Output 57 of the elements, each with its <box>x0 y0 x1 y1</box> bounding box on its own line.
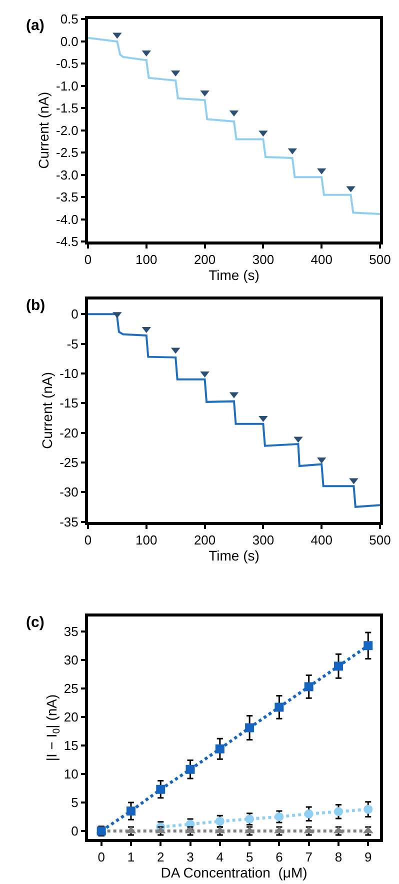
x-axis-title: DA Concentration (μM) <box>160 864 308 881</box>
x-tick-label: 200 <box>194 532 216 548</box>
x-tick-label: 400 <box>310 532 332 548</box>
x-tick-label: 4 <box>216 850 224 865</box>
y-tick-label: 35 <box>64 624 78 639</box>
y-tick-label: -10 <box>60 366 78 381</box>
y-tick-label: -4.0 <box>56 212 78 227</box>
y-tick-label: 0 <box>71 824 78 839</box>
y-tick-label: -1.0 <box>56 78 78 94</box>
y-tick-label: -35 <box>60 514 78 530</box>
x-tick-label: 500 <box>369 252 391 268</box>
y-tick-label: -5 <box>66 336 78 352</box>
y-tick-label: 25 <box>64 680 78 696</box>
y-tick-label: 0.0 <box>60 34 78 49</box>
y-tick-label: 10 <box>64 766 78 782</box>
x-tick-label: 100 <box>136 252 158 268</box>
y-tick-label: -0.5 <box>56 56 78 72</box>
x-tick-label: 1 <box>127 850 135 865</box>
x-tick-label: 9 <box>364 850 372 865</box>
x-tick-label: 8 <box>334 850 342 865</box>
y-tick-label: -2.5 <box>56 145 78 160</box>
x-tick-label: 300 <box>252 532 274 548</box>
x-tick-label: 2 <box>157 850 164 865</box>
x-tick-label: 500 <box>369 532 391 548</box>
y-axis-title: Current (nA) <box>36 92 52 169</box>
y-tick-label: -4.5 <box>56 234 78 250</box>
x-tick-label: 400 <box>310 252 332 268</box>
y-tick-label: -3.5 <box>56 190 78 205</box>
y-tick-label: 15 <box>64 738 78 753</box>
x-tick-label: 3 <box>186 850 194 865</box>
x-tick-label: 0 <box>84 252 92 268</box>
x-axis-title: Time (s) <box>208 547 260 564</box>
y-tick-label: 0.5 <box>60 12 78 27</box>
y-tick-label: 5 <box>71 795 78 810</box>
y-tick-label: -2.0 <box>56 122 78 138</box>
x-tick-label: 200 <box>194 252 216 268</box>
x-tick-label: 0 <box>84 532 92 548</box>
y-tick-label: -20 <box>60 425 78 440</box>
x-tick-label: 100 <box>136 532 158 548</box>
y-tick-label: -30 <box>60 484 78 500</box>
x-tick-label: 300 <box>252 252 274 268</box>
y-tick-label: -25 <box>60 454 78 470</box>
x-tick-label: 6 <box>276 850 283 865</box>
y-axis-title: Current (nA) <box>39 372 56 450</box>
y-tick-label: 20 <box>64 709 78 724</box>
y-tick-label: 30 <box>64 652 78 668</box>
y-tick-label: 0 <box>71 306 78 322</box>
y-tick-label: -1.5 <box>56 100 78 116</box>
x-tick-label: 0 <box>98 850 105 865</box>
x-tick-label: 7 <box>305 850 312 865</box>
x-axis-title: Time (s) <box>208 267 260 284</box>
chart-title: (b) <box>26 297 46 314</box>
chart-title: (a) <box>26 17 44 34</box>
y-tick-label: -3.0 <box>56 167 78 182</box>
y-tick-label: -15 <box>60 396 78 411</box>
x-tick-label: 5 <box>246 850 254 865</box>
chart-title: (c) <box>26 614 44 631</box>
